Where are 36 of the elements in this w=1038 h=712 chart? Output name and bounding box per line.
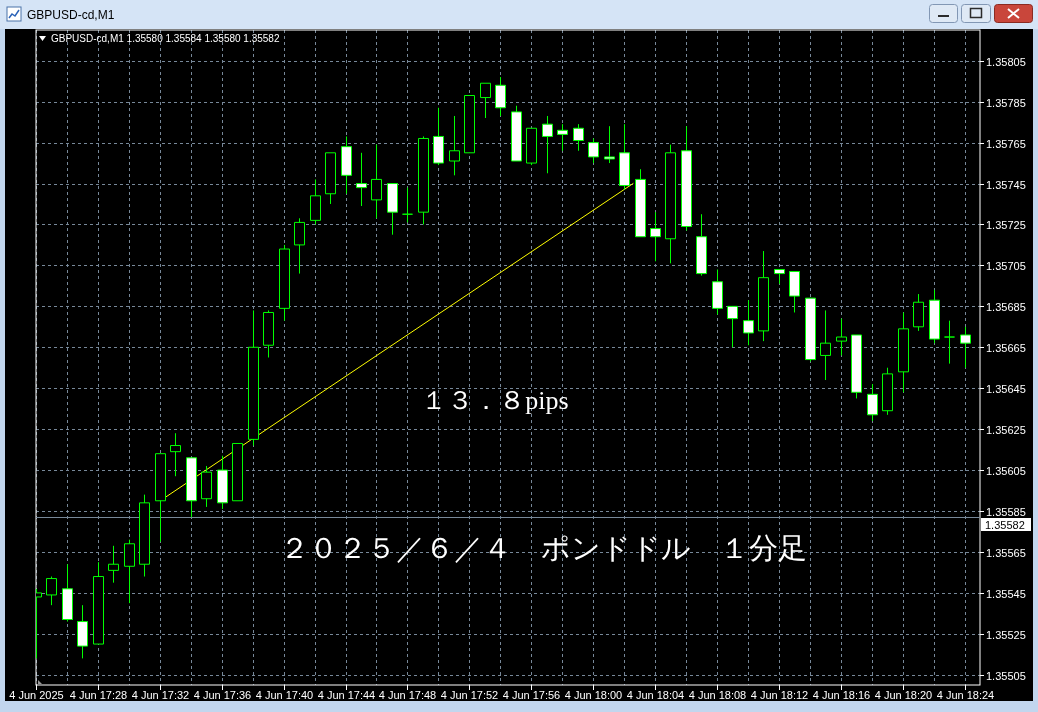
- ref-line-label: 1.35582: [985, 518, 1025, 531]
- y-tick-label: 1.35585: [986, 505, 1026, 518]
- y-tick-label: 1.35745: [986, 178, 1026, 191]
- x-tick-label: 4 Jun 17:40: [255, 689, 314, 701]
- y-tick-label: 1.35605: [986, 464, 1026, 477]
- x-tick-label: 4 Jun 18:00: [564, 689, 623, 701]
- y-tick-label: 1.35765: [986, 137, 1026, 150]
- x-tick-label: 4 Jun 18:04: [626, 689, 685, 701]
- x-tick-label: 4 Jun 17:36: [193, 689, 252, 701]
- x-tick-label: 4 Jun 2025: [9, 689, 64, 701]
- y-tick-label: 1.35665: [986, 341, 1026, 354]
- y-tick-label: 1.35525: [986, 628, 1026, 641]
- x-tick-label: 4 Jun 18:16: [812, 689, 871, 701]
- x-tick-label: 4 Jun 17:32: [131, 689, 190, 701]
- x-tick-label: 4 Jun 17:44: [317, 689, 376, 701]
- x-tick-label: 4 Jun 18:24: [936, 689, 995, 701]
- x-tick-label: 4 Jun 17:48: [378, 689, 437, 701]
- x-tick-label: 4 Jun 17:28: [69, 689, 128, 701]
- y-tick-label: 1.35685: [986, 300, 1026, 313]
- y-tick-label: 1.35805: [986, 55, 1026, 68]
- y-tick-label: 1.35545: [986, 587, 1026, 600]
- x-tick-label: 4 Jun 18:12: [750, 689, 809, 701]
- annotation: １３．８pips: [421, 385, 569, 415]
- x-tick-label: 4 Jun 18:08: [688, 689, 747, 701]
- x-tick-label: 4 Jun 17:52: [440, 689, 499, 701]
- x-tick-label: 4 Jun 17:56: [502, 689, 561, 701]
- y-tick-label: 1.35565: [986, 546, 1026, 559]
- y-tick-label: 1.35505: [986, 669, 1026, 682]
- y-tick-label: 1.35705: [986, 259, 1026, 272]
- y-tick-label: 1.35645: [986, 382, 1026, 395]
- x-tick-label: 4 Jun 18:20: [874, 689, 933, 701]
- y-tick-label: 1.35785: [986, 96, 1026, 109]
- chart-subtitle: GBPUSD-cd,M1 1.35580 1.35584 1.35580 1.35582: [51, 33, 280, 44]
- y-tick-label: 1.35725: [986, 218, 1026, 231]
- y-tick-label: 1.35625: [986, 423, 1026, 436]
- chart-title: GBPUSD-cd,M1: [27, 7, 115, 22]
